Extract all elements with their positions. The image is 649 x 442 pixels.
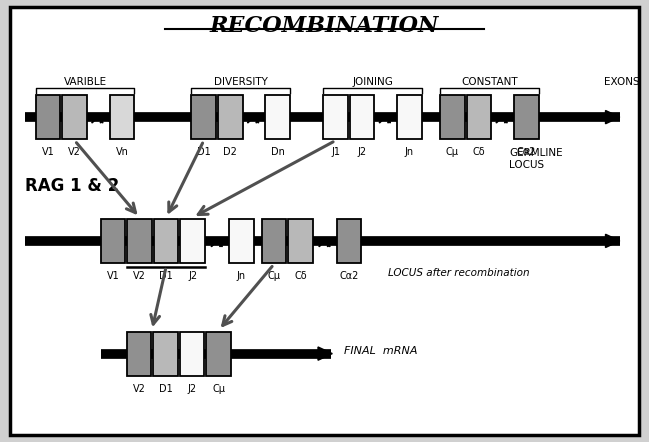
Text: Cα2: Cα2: [339, 271, 359, 281]
Bar: [180, 332, 204, 376]
Text: D1: D1: [158, 384, 173, 394]
Bar: [180, 219, 205, 263]
Text: V2: V2: [68, 147, 81, 157]
Bar: [127, 332, 151, 376]
Bar: [153, 332, 178, 376]
Text: JOINING: JOINING: [352, 77, 393, 87]
Text: RECOMBINATION: RECOMBINATION: [210, 15, 439, 38]
Bar: [514, 95, 539, 139]
Text: Vn: Vn: [116, 147, 129, 157]
Text: LOCUS after recombination: LOCUS after recombination: [388, 268, 530, 278]
Text: D1: D1: [197, 147, 211, 157]
Text: V1: V1: [42, 147, 55, 157]
Bar: [467, 95, 491, 139]
Text: V2: V2: [132, 384, 145, 394]
Text: D2: D2: [223, 147, 238, 157]
Text: Cμ: Cμ: [212, 384, 225, 394]
Bar: [62, 95, 87, 139]
Bar: [154, 219, 178, 263]
Polygon shape: [606, 110, 620, 124]
Bar: [206, 332, 231, 376]
Text: V2: V2: [133, 271, 146, 281]
Text: D1: D1: [159, 271, 173, 281]
Text: VARIBLE: VARIBLE: [64, 77, 106, 87]
Bar: [262, 219, 286, 263]
Bar: [440, 95, 465, 139]
Bar: [36, 95, 60, 139]
Text: RAG 1 & 2: RAG 1 & 2: [25, 177, 119, 194]
Text: J1: J1: [331, 147, 340, 157]
Bar: [323, 95, 348, 139]
Bar: [127, 219, 152, 263]
Bar: [337, 219, 361, 263]
Bar: [229, 219, 254, 263]
Text: J2: J2: [188, 271, 197, 281]
Polygon shape: [606, 234, 620, 248]
Bar: [110, 95, 134, 139]
Text: Dn: Dn: [271, 147, 285, 157]
Bar: [265, 95, 290, 139]
Text: DIVERSITY: DIVERSITY: [214, 77, 268, 87]
Text: J2: J2: [358, 147, 367, 157]
Text: V1: V1: [106, 271, 119, 281]
Polygon shape: [318, 347, 332, 360]
Bar: [397, 95, 422, 139]
Text: FINAL  mRNA: FINAL mRNA: [344, 347, 417, 356]
Text: CONSTANT: CONSTANT: [461, 77, 518, 87]
Bar: [101, 219, 125, 263]
Text: Cδ: Cδ: [472, 147, 485, 157]
Bar: [218, 95, 243, 139]
Bar: [191, 95, 216, 139]
Text: EXONS: EXONS: [604, 77, 639, 87]
Bar: [350, 95, 374, 139]
Text: Jn: Jn: [405, 147, 414, 157]
Bar: [288, 219, 313, 263]
Text: J2: J2: [188, 384, 197, 394]
Text: Cα2: Cα2: [517, 147, 536, 157]
Text: Cδ: Cδ: [294, 271, 307, 281]
Text: GERMLINE
LOCUS: GERMLINE LOCUS: [509, 148, 563, 170]
Text: Jn: Jn: [237, 271, 246, 281]
Text: Cμ: Cμ: [446, 147, 459, 157]
FancyBboxPatch shape: [10, 7, 639, 435]
Text: Cμ: Cμ: [267, 271, 280, 281]
